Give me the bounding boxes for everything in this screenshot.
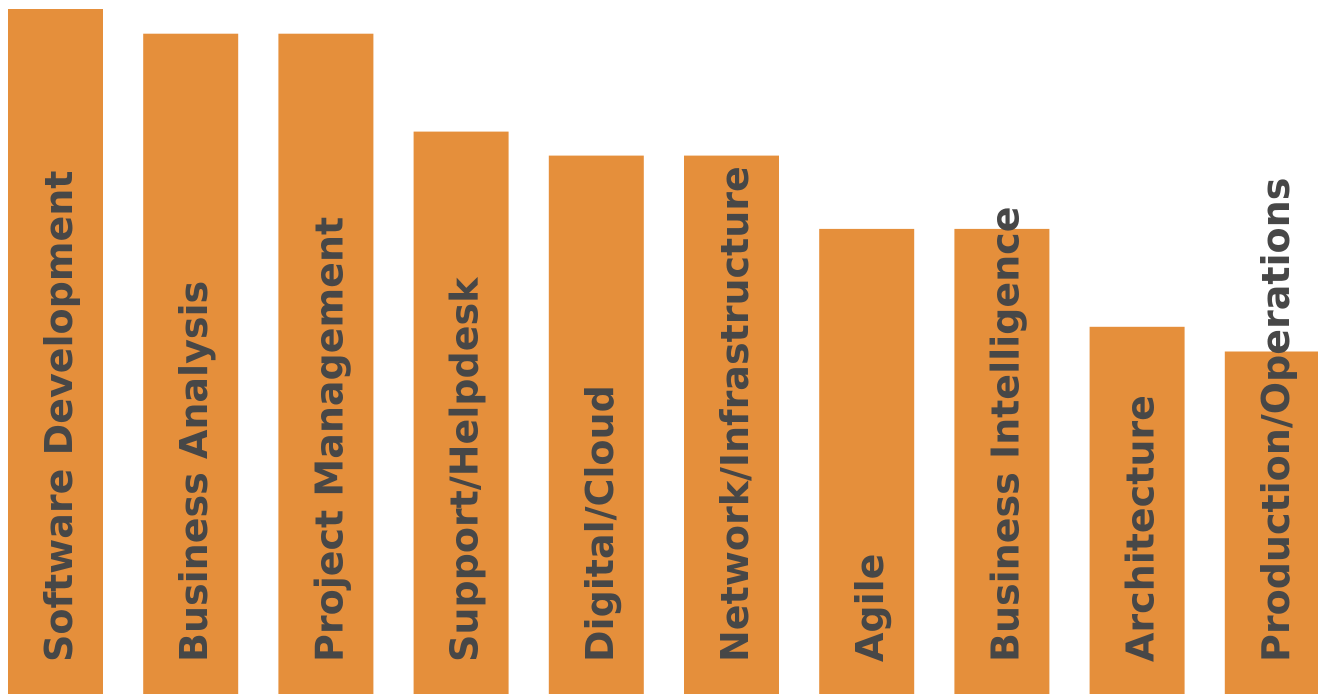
- bar: [819, 228, 915, 694]
- category-label: Business Analysis: [172, 281, 216, 662]
- bar: [954, 228, 1050, 694]
- bar-group: Network/Infrastructure: [684, 155, 779, 694]
- bar-group: Project Management: [278, 33, 374, 694]
- bar-group: Business Intelligence: [954, 207, 1050, 694]
- bar: [413, 131, 509, 694]
- bar: [1089, 326, 1185, 694]
- category-label: Software Development: [37, 171, 81, 662]
- bar: [143, 33, 239, 694]
- category-label: Project Management: [307, 217, 351, 662]
- bar: [548, 155, 644, 694]
- bar: [278, 33, 374, 694]
- category-label: Agile: [848, 554, 892, 662]
- bar-group: Software Development: [8, 9, 103, 694]
- category-label: Production/Operations: [1254, 178, 1298, 662]
- bar-group: Support/Helpdesk: [413, 131, 509, 694]
- bar-group: Architecture: [1089, 326, 1185, 694]
- bar: [684, 155, 779, 694]
- bar-group: Production/Operations: [1224, 178, 1318, 694]
- bar-group: Agile: [819, 228, 915, 694]
- category-label: Architecture: [1119, 395, 1163, 662]
- bar-group: Business Analysis: [143, 33, 239, 694]
- category-label: Network/Infrastructure: [713, 166, 757, 662]
- bar: [8, 9, 103, 694]
- category-label: Digital/Cloud: [578, 385, 622, 662]
- bar-group: Digital/Cloud: [548, 155, 644, 694]
- category-label: Business Intelligence: [983, 207, 1027, 662]
- bar: [1224, 351, 1318, 694]
- category-label: Support/Helpdesk: [443, 277, 487, 662]
